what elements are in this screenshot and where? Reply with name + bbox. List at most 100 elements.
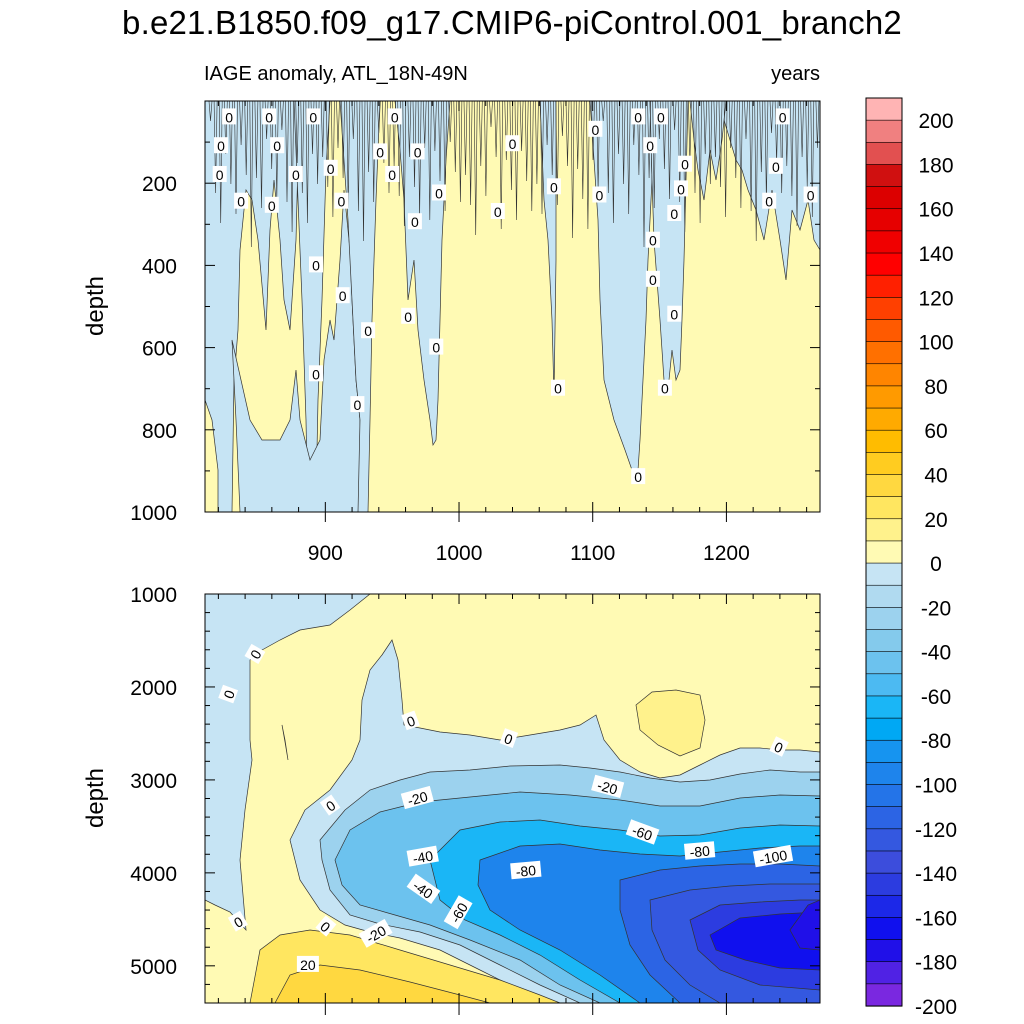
noise-contour [351,101,356,140]
svg-text:0: 0 [646,138,654,154]
noise-contour [744,101,748,140]
colorbar-swatch [865,917,903,941]
y-tick-label: 5000 [130,956,177,979]
negative-region-right [719,101,820,281]
contour-label: 20 [296,955,319,973]
noise-contour [550,101,554,176]
contour-label: 0 [768,157,783,175]
band-ge-40 [274,964,491,1003]
colorbar-label: 0 [930,553,942,576]
noise-contour [718,101,723,188]
noise-contour [581,101,585,200]
colorbar-swatch [865,164,903,188]
noise-contour [285,101,289,203]
contour-label: 0 [643,137,658,154]
colorbar-swatch [865,673,903,697]
svg-text:0: 0 [411,214,419,230]
colorbar-label: 180 [918,154,953,177]
noise-contour [377,101,381,134]
contour-label: 0 [429,338,444,356]
svg-text:-60: -60 [630,822,655,844]
noise-contour [326,101,330,188]
colorbar-swatch [865,297,903,321]
noise-contour [463,101,468,176]
colorbar-label: -100 [915,775,957,798]
contour-label: 0 [657,379,672,397]
y-tick-label: 200 [142,173,177,196]
contour-label: 0 [315,915,337,937]
noise-contour [611,101,616,224]
svg-text:0: 0 [681,157,689,173]
noise-contour [208,101,213,122]
noise-contour [366,101,371,173]
noise-contour [815,101,820,149]
contour-label: 0 [373,143,388,160]
contour-label: 0 [222,108,237,125]
colorbar-swatch [865,717,903,741]
svg-text:0: 0 [217,138,225,154]
x-tick-label: 1000 [436,542,483,565]
noise-contour [290,101,294,233]
contour-label: 0 [401,710,420,731]
svg-text:0: 0 [649,233,657,249]
noise-contour [453,101,458,173]
svg-text:0: 0 [273,138,281,154]
colorbar-swatch [865,274,903,298]
noise-contour [249,101,254,248]
noise-contour [341,101,345,179]
contour-label: 0 [244,643,266,664]
colorbar-label: -40 [921,642,951,665]
lower-panel [205,594,820,1003]
noise-contour [790,101,794,197]
svg-text:0: 0 [268,198,276,214]
svg-text:0: 0 [354,397,362,413]
noise-contour [259,101,264,209]
noise-contour [754,101,758,242]
contour-small-island [281,724,289,761]
colorbar-label: -120 [915,819,957,842]
contour-label: 0 [645,231,660,249]
noise-contour [530,101,534,212]
noise-contour [371,101,376,203]
colorbar-label: -80 [921,730,951,753]
noise-contour [565,101,570,167]
contour-label: 0 [653,108,668,125]
contour-label: 0 [407,213,422,230]
noise-contour [443,101,447,212]
svg-text:0: 0 [225,109,233,125]
colorbar-label: -60 [921,686,951,709]
noise-contour [504,101,509,161]
noise-contour [229,101,233,185]
contour-label: 0 [288,166,303,183]
svg-text:0: 0 [494,204,502,220]
negative-region-left [205,101,301,512]
colorbar-swatch [865,695,903,719]
noise-contour [693,101,697,194]
colorbar-swatch [865,939,903,963]
upper-panel [205,101,820,512]
contour-label: 0 [227,910,248,932]
svg-text:0: 0 [414,144,422,160]
noise-contour [499,101,503,230]
svg-text:-40: -40 [412,847,435,866]
contour-label: 0 [385,166,400,183]
noise-contour [545,101,549,146]
noise-contour [779,101,784,194]
colorbar-swatch [865,983,903,1007]
noise-contour [336,101,340,149]
colorbar-swatch [865,119,903,143]
svg-text:-20: -20 [596,777,620,798]
colorbar-label: -20 [921,597,951,620]
noise-contour [494,101,498,158]
svg-text:-80: -80 [515,862,537,880]
noise-contour [305,101,310,224]
contour-label: 0 [218,684,239,704]
svg-text:0: 0 [327,161,335,177]
band-le-180 [789,899,820,951]
y-tick-label: 1000 [130,584,177,607]
svg-text:-100: -100 [758,847,789,868]
svg-text:0: 0 [364,323,372,339]
noise-contour [280,101,284,131]
noise-contour [626,101,631,215]
figure-title: b.e21.B1850.f09_g17.CMIP6-piControl.001_… [122,4,902,41]
